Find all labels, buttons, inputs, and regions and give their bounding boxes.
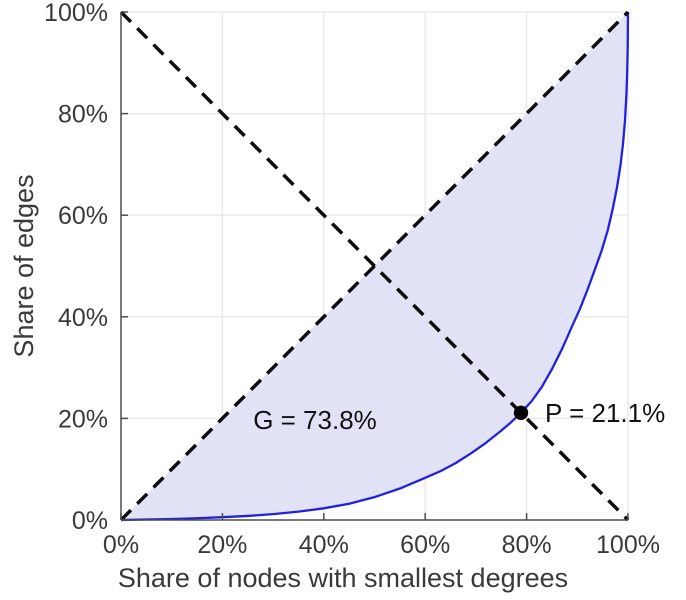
y-axis-label: Share of edges	[9, 174, 39, 357]
x-tick-label: 0%	[103, 531, 139, 559]
anti-diagonal-line	[119, 10, 630, 522]
y-tick-label: 100%	[44, 0, 108, 27]
x-tick-label: 20%	[197, 531, 247, 559]
y-tick-label: 80%	[58, 101, 108, 129]
tick-labels: 0% 20% 40% 60% 80% 100% 0% 20% 40% 60% 80% 100%	[44, 0, 660, 559]
x-tick-label: 80%	[502, 531, 552, 559]
y-tick-label: 40%	[58, 304, 108, 332]
intersection-point-marker	[513, 405, 529, 421]
point-annotation: P = 21.1%	[545, 398, 665, 428]
y-tick-label: 0%	[72, 507, 108, 535]
y-tick-label: 20%	[58, 405, 108, 433]
gini-annotation: G = 73.8%	[253, 405, 377, 435]
x-tick-label: 40%	[299, 531, 349, 559]
y-tick-label: 60%	[58, 202, 108, 230]
x-axis-label: Share of nodes with smallest degrees	[118, 563, 568, 593]
x-tick-label: 100%	[596, 531, 660, 559]
x-tick-label: 60%	[400, 531, 450, 559]
plot-lines	[119, 10, 630, 522]
axes-and-ticks	[120, 11, 629, 521]
